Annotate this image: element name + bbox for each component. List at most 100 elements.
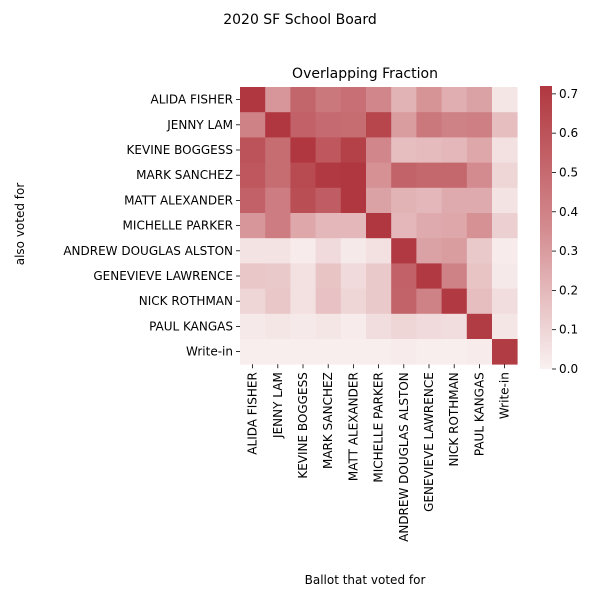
x-tick-label: MARK SANCHEZ xyxy=(321,372,335,469)
y-tick-label: NICK ROTHMAN xyxy=(139,294,233,308)
heatmap-cell xyxy=(315,313,342,340)
heatmap-cell xyxy=(391,137,417,163)
heatmap-cell xyxy=(441,263,468,289)
heatmap-cell xyxy=(315,263,342,289)
heatmap-cell xyxy=(265,187,291,214)
heatmap-cell xyxy=(441,162,468,189)
heatmap-cell xyxy=(340,187,367,214)
heatmap-cell xyxy=(391,313,417,340)
x-tick-label: ANDREW DOUGLAS ALSTON xyxy=(397,372,411,542)
heatmap-cell xyxy=(290,87,316,113)
y-tick-label: KEVINE BOGGESS xyxy=(127,143,233,157)
x-tick-label: Write-in xyxy=(498,372,512,419)
heatmap-cell xyxy=(441,288,468,315)
heatmap-cell xyxy=(340,87,367,113)
colorbar-tick-label: 0.4 xyxy=(559,205,578,219)
x-tick-label: NICK ROTHMAN xyxy=(447,372,461,466)
heatmap-cell xyxy=(466,162,493,189)
colorbar-tick-label: 0.7 xyxy=(559,87,578,101)
heatmap-cell xyxy=(466,187,493,214)
heatmap-cell xyxy=(265,162,291,189)
heatmap-cell xyxy=(492,238,518,264)
heatmap-cell xyxy=(240,288,266,315)
heatmap-cell xyxy=(265,137,291,163)
heatmap-cell xyxy=(240,213,266,239)
colorbar-tick-label: 0.2 xyxy=(559,283,578,297)
heatmap-cell xyxy=(366,213,392,239)
heatmap-cell xyxy=(340,339,367,365)
heatmap-cell xyxy=(466,288,493,315)
heatmap-cell xyxy=(492,112,518,138)
x-tick-labels: ALIDA FISHER JENNY LAM KEVINE BOGGESS MARK … xyxy=(246,364,512,542)
heatmap-cell xyxy=(265,313,291,340)
y-tick-labels: ALIDA FISHER JENNY LAM KEVINE BOGGESS MARK … xyxy=(63,93,240,359)
heatmap-cell xyxy=(240,187,266,214)
heatmap-cell xyxy=(416,137,442,163)
heatmap-cell xyxy=(290,263,316,289)
x-tick-label: MATT ALEXANDER xyxy=(346,372,360,481)
heatmap-cell xyxy=(315,238,342,264)
heatmap-cell xyxy=(315,87,342,113)
heatmap-cell xyxy=(492,87,518,113)
heatmap-cell xyxy=(416,187,442,214)
y-tick-label: MARK SANCHEZ xyxy=(136,168,233,182)
colorbar-tick-label: 0.6 xyxy=(559,126,578,140)
heatmap-cell xyxy=(315,339,342,365)
heatmap-cell xyxy=(416,112,442,138)
heatmap-cell xyxy=(416,87,442,113)
heatmap-cell xyxy=(290,339,316,365)
heatmap-cell xyxy=(416,213,442,239)
heatmap-cell xyxy=(416,288,442,315)
heatmap-cell xyxy=(340,112,367,138)
y-tick-label: GENEVIEVE LAWRENCE xyxy=(93,269,233,283)
heatmap-cell xyxy=(366,187,392,214)
y-tick-label: MATT ALEXANDER xyxy=(124,193,233,207)
heatmap-cell xyxy=(466,238,493,264)
heatmap-cell xyxy=(466,213,493,239)
heatmap-cell xyxy=(391,213,417,239)
y-axis-label: also voted for xyxy=(13,183,27,266)
heatmap-cell xyxy=(290,213,316,239)
colorbar-tick-label: 0.5 xyxy=(559,165,578,179)
heatmap-cell xyxy=(466,137,493,163)
heatmap-cell xyxy=(265,238,291,264)
heatmap-cell xyxy=(265,288,291,315)
x-tick-label: PAUL KANGAS xyxy=(472,372,486,456)
heatmap-cell xyxy=(466,339,493,365)
heatmap-cell xyxy=(290,313,316,340)
x-axis-label: Ballot that voted for xyxy=(305,573,426,587)
heatmap-cell xyxy=(315,288,342,315)
heatmap-cell xyxy=(391,112,417,138)
heatmap-cell xyxy=(366,238,392,264)
y-tick-label: ANDREW DOUGLAS ALSTON xyxy=(63,244,233,258)
x-tick-label: ALIDA FISHER xyxy=(246,372,260,455)
heatmap-cell xyxy=(391,162,417,189)
heatmap-cell xyxy=(315,112,342,138)
heatmap-cell xyxy=(315,213,342,239)
heatmap-cell xyxy=(315,162,342,189)
heatmap-cell xyxy=(290,137,316,163)
heatmap-cell xyxy=(366,112,392,138)
heatmap-cell xyxy=(290,288,316,315)
y-tick-label: MICHELLE PARKER xyxy=(123,219,233,233)
heatmap-cell xyxy=(391,339,417,365)
colorbar-tick-label: 0.1 xyxy=(559,323,578,337)
heatmap-cell xyxy=(265,339,291,365)
heatmap-cell xyxy=(290,187,316,214)
heatmap-cell xyxy=(492,313,518,340)
heatmap-cell xyxy=(391,288,417,315)
heatmap-cell xyxy=(416,313,442,340)
heatmap-cell xyxy=(340,213,367,239)
colorbar xyxy=(540,86,552,369)
y-tick-label: Write-in xyxy=(186,345,233,359)
heatmap-cell xyxy=(416,162,442,189)
heatmap-cell xyxy=(315,137,342,163)
heatmap-cell xyxy=(441,339,468,365)
heatmap-cell xyxy=(466,263,493,289)
heatmap-cell xyxy=(466,112,493,138)
heatmap-cell xyxy=(441,137,468,163)
chart-suptitle: 2020 SF School Board xyxy=(223,12,377,28)
heatmap-cell xyxy=(240,238,266,264)
heatmap-cell xyxy=(466,87,493,113)
